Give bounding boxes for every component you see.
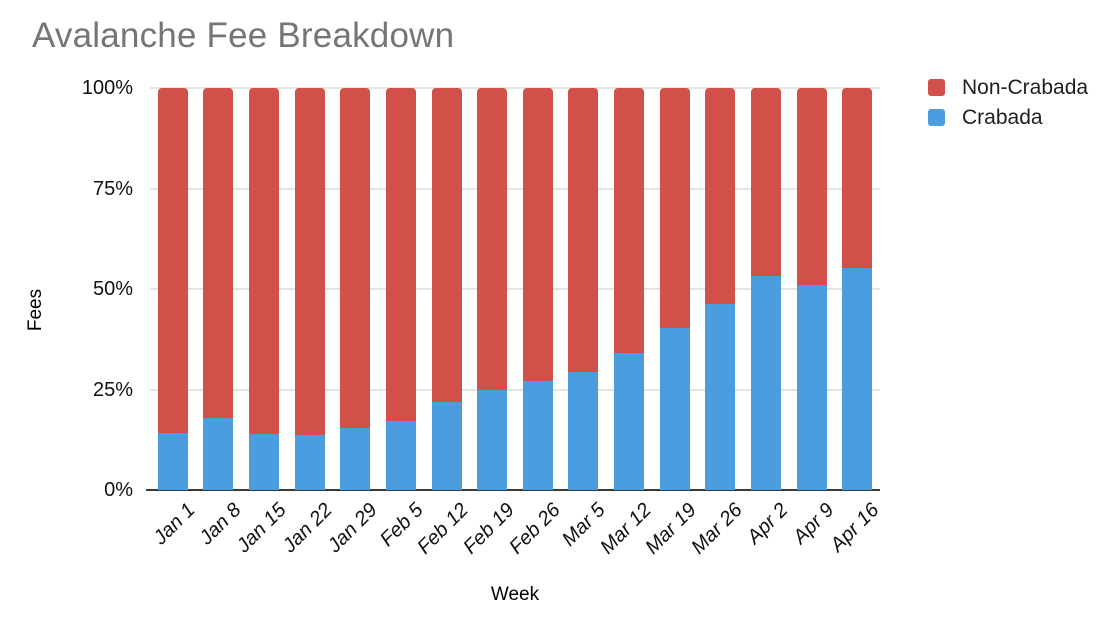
- bar-segment-crabada-apr-16: [842, 267, 873, 490]
- gridline-100: [150, 87, 880, 89]
- y-tick-label-100: 100%: [81, 77, 133, 99]
- bar-segment-non-crabada-mar-12: [614, 88, 645, 354]
- bar-segment-non-crabada-mar-26: [705, 88, 736, 305]
- bar-mar-5: [568, 88, 599, 490]
- x-tick-label-mar-19: Mar 19: [641, 499, 702, 559]
- bar-segment-non-crabada-jan-8: [203, 88, 234, 419]
- bar-feb-19: [477, 88, 508, 490]
- legend: Non-Crabada Crabada: [928, 76, 1089, 129]
- bar-segment-crabada-feb-26: [522, 381, 553, 490]
- legend-swatch-crabada: [928, 109, 945, 126]
- plot-area: [146, 87, 880, 491]
- x-tick-label-jan-15: Jan 15: [232, 499, 291, 558]
- bar-segment-non-crabada-jan-29: [340, 88, 371, 429]
- x-tick-label-jan-22: Jan 22: [278, 499, 337, 558]
- x-tick-label-feb-19: Feb 19: [459, 499, 519, 559]
- bar-jan-29: [340, 88, 371, 490]
- legend-item-non-crabada: Non-Crabada: [928, 76, 1089, 99]
- bar-apr-9: [796, 88, 827, 490]
- x-tick-label-jan-29: Jan 29: [323, 499, 382, 558]
- bar-apr-16: [842, 88, 873, 490]
- x-tick-label-mar-12: Mar 12: [596, 499, 656, 559]
- bar-segment-crabada-feb-12: [431, 401, 462, 490]
- x-tick-label-feb-12: Feb 12: [413, 499, 474, 559]
- legend-label-non-crabada: Non-Crabada: [962, 76, 1089, 99]
- gridline-50: [150, 288, 880, 290]
- x-axis-baseline: [146, 489, 880, 491]
- bar-segment-non-crabada-feb-12: [431, 88, 462, 402]
- y-tick-label-25: 25%: [92, 378, 133, 401]
- legend-item-crabada: Crabada: [928, 106, 1088, 129]
- bar-jan-15: [249, 88, 280, 490]
- bar-segment-non-crabada-jan-15: [249, 88, 280, 434]
- bar-segment-non-crabada-apr-2: [750, 88, 781, 277]
- y-tick-label-50: 50%: [92, 278, 133, 300]
- bar-apr-2: [750, 88, 781, 490]
- bar-segment-crabada-apr-9: [796, 284, 827, 490]
- x-tick-label-feb-26: Feb 26: [504, 499, 565, 559]
- bar-segment-crabada-jan-8: [203, 418, 234, 490]
- bar-segment-non-crabada-feb-19: [477, 88, 508, 391]
- bar-mar-19: [659, 88, 690, 490]
- legend-label-crabada: Crabada: [962, 106, 1043, 129]
- bar-segment-crabada-jan-15: [249, 433, 280, 490]
- chart-title: Avalanche Fee Breakdown: [32, 16, 455, 55]
- bar-feb-5: [385, 88, 416, 490]
- bar-feb-12: [431, 88, 462, 490]
- bar-segment-non-crabada-jan-22: [294, 88, 325, 436]
- bar-segment-crabada-mar-26: [705, 304, 736, 490]
- y-tick-label-75: 75%: [92, 177, 133, 200]
- y-axis-title: Fees: [25, 288, 46, 332]
- bar-segment-non-crabada-jan-1: [157, 88, 188, 433]
- bar-jan-22: [294, 88, 325, 490]
- x-axis-title: Week: [490, 584, 540, 605]
- bar-feb-26: [522, 88, 553, 490]
- bar-segment-non-crabada-apr-9: [796, 88, 827, 285]
- bar-segment-crabada-jan-22: [294, 435, 325, 490]
- bar-mar-26: [705, 88, 736, 490]
- bar-segment-crabada-mar-5: [568, 371, 599, 490]
- gridline-75: [150, 187, 880, 190]
- y-tick-label-0: 0%: [104, 479, 133, 501]
- bar-segment-crabada-feb-5: [385, 421, 416, 490]
- bar-segment-crabada-mar-19: [659, 327, 690, 490]
- gridline-25: [150, 388, 880, 391]
- bar-jan-1: [157, 88, 188, 490]
- bar-segment-crabada-apr-2: [750, 276, 781, 490]
- bar-mar-12: [614, 88, 645, 490]
- x-tick-label-jan-1: Jan 1: [149, 499, 200, 550]
- x-tick-label-mar-26: Mar 26: [687, 499, 747, 559]
- bar-segment-non-crabada-mar-5: [568, 88, 599, 372]
- bar-segment-crabada-jan-1: [157, 432, 188, 490]
- bar-segment-crabada-feb-19: [477, 390, 508, 490]
- x-tick-label-apr-2: Apr 2: [743, 499, 793, 549]
- bar-segment-non-crabada-feb-26: [522, 88, 553, 382]
- bar-segment-non-crabada-apr-16: [842, 88, 873, 268]
- bar-segment-crabada-jan-29: [340, 428, 371, 490]
- bar-segment-non-crabada-feb-5: [385, 88, 416, 422]
- bar-segment-non-crabada-mar-19: [659, 88, 690, 328]
- bar-jan-8: [203, 88, 234, 490]
- x-tick-label-apr-16: Apr 16: [826, 499, 884, 557]
- bar-segment-crabada-mar-12: [614, 353, 645, 490]
- legend-swatch-non-crabada: [928, 79, 945, 96]
